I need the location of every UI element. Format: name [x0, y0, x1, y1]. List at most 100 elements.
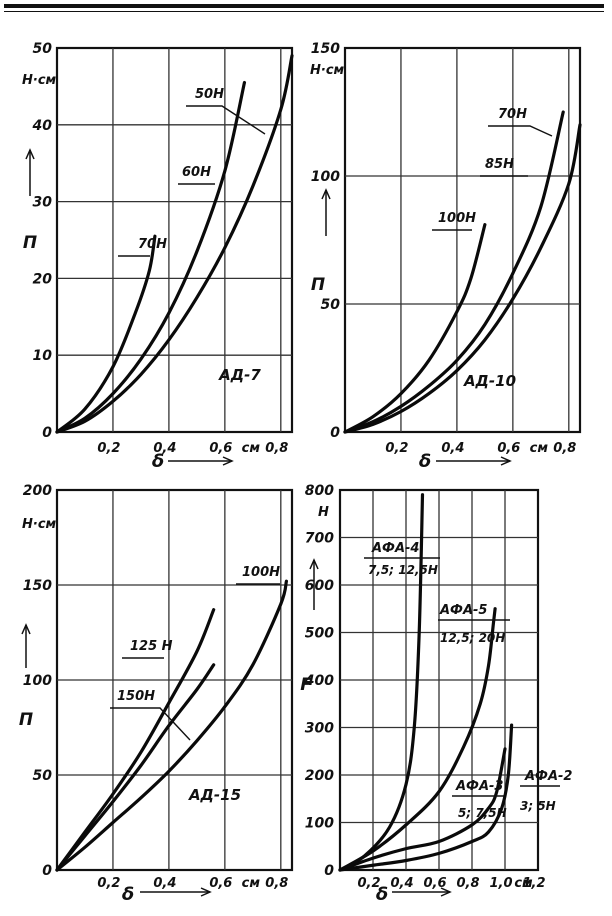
y-tick-label-0-3: 30	[33, 195, 53, 211]
x-tick-label-1-1: 0,4	[441, 441, 464, 456]
y-unit-0: Н·см	[22, 73, 57, 88]
y-unit-3: Н	[318, 505, 329, 520]
curve-3-3	[338, 723, 514, 872]
y-tick-label-0-5: 50	[33, 41, 53, 57]
y-tick-label-1-3: 150	[311, 41, 340, 57]
x-tick-label-0-2: 0,6	[209, 441, 232, 456]
x-tick-label-3-5: 1,2	[522, 876, 545, 891]
x-arrow-head-2	[200, 887, 212, 897]
series-label-3-0: АФА-4	[371, 541, 419, 556]
y-symbol-3: F	[300, 675, 312, 695]
x-arrow-head-3	[440, 887, 452, 897]
curve-2-2	[55, 579, 289, 872]
grid-1	[345, 48, 580, 432]
y-arrow-head-0	[25, 148, 35, 160]
x-tick-label-3-1: 0,4	[390, 876, 413, 891]
y-symbol-1: П	[311, 275, 325, 295]
curve-1-1	[343, 110, 565, 434]
leader-line-2-1	[110, 707, 191, 741]
x-unit-3: см	[514, 876, 533, 891]
x-tick-label-0-0: 0,2	[97, 441, 120, 456]
series-label-2-2: 100Н	[242, 565, 280, 580]
leader-line-1-1	[488, 125, 553, 137]
y-tick-label-3-4: 400	[304, 673, 334, 689]
series-label-1-0: 100Н	[438, 211, 476, 226]
series-label-3-3: АФА-2	[524, 769, 572, 784]
y-tick-label-2-4: 200	[23, 483, 52, 499]
series-label-1-2: 85Н	[485, 157, 514, 172]
y-tick-label-0-1: 10	[33, 348, 53, 364]
x-symbol-1: δ	[419, 451, 431, 472]
x-tick-label-3-4: 1,0	[489, 876, 512, 891]
x-symbol-2: δ	[122, 884, 134, 905]
y-tick-label-3-3: 300	[305, 721, 334, 737]
panel-label-1: АД-10	[463, 372, 516, 390]
y-tick-label-1-2: 100	[311, 169, 340, 185]
x-arrow-head-0	[222, 456, 234, 466]
series-sublabel-3-2: 5; 7,5Н	[458, 806, 507, 820]
x-tick-label-2-3: 0,8	[265, 876, 288, 891]
curve-1-0	[343, 223, 487, 434]
series-label-3-1: АФА-5	[439, 603, 487, 618]
series-sublabel-3-3: 3; 5Н	[520, 799, 556, 813]
x-tick-label-3-3: 0,8	[456, 876, 479, 891]
top-rule-thin	[4, 11, 604, 12]
x-tick-label-1-2: 0,6	[497, 441, 520, 456]
y-tick-label-3-7: 700	[305, 531, 334, 547]
x-tick-label-2-0: 0,2	[97, 876, 120, 891]
y-tick-label-2-3: 150	[23, 578, 52, 594]
y-tick-label-3-2: 200	[305, 768, 334, 784]
curve-3-2	[338, 747, 507, 872]
x-tick-label-2-2: 0,6	[209, 876, 232, 891]
x-symbol-3: δ	[376, 884, 388, 905]
y-tick-label-0-4: 40	[32, 118, 53, 134]
x-unit-1: см	[530, 441, 549, 456]
series-label-1-1: 70Н	[498, 107, 527, 122]
y-arrow-head-3	[309, 558, 319, 570]
panel-label-2: АД-15	[188, 786, 241, 804]
plot-frame-0	[55, 46, 294, 434]
leader-line-0-1	[186, 105, 266, 135]
x-tick-label-1-0: 0,2	[385, 441, 408, 456]
curve-2-1	[55, 663, 216, 872]
curve-0-2	[55, 54, 294, 434]
x-arrow-head-1	[500, 456, 512, 466]
y-tick-label-3-6: 600	[305, 578, 334, 594]
y-tick-label-1-0: 0	[330, 425, 340, 441]
x-tick-label-3-0: 0,2	[357, 876, 380, 891]
y-tick-label-3-1: 100	[305, 816, 334, 832]
series-label-0-2: 60Н	[182, 165, 211, 180]
x-tick-label-0-3: 0,8	[265, 441, 288, 456]
series-sublabel-3-0: 7,5; 12,5Н	[368, 563, 438, 577]
y-unit-1: Н·см	[310, 63, 345, 78]
curve-0-0	[55, 234, 157, 434]
y-tick-label-3-8: 800	[305, 483, 334, 499]
series-label-0-1: 50Н	[195, 87, 224, 102]
panel-label-0: АД-7	[218, 366, 261, 384]
grid-3	[340, 490, 538, 870]
curve-1-2	[343, 123, 582, 434]
y-tick-label-2-2: 100	[23, 673, 52, 689]
y-arrow-head-2	[21, 623, 31, 635]
y-unit-2: Н·см	[22, 517, 57, 532]
x-unit-0: см	[242, 441, 261, 456]
curve-2-0	[55, 608, 216, 872]
x-tick-label-3-2: 0,6	[423, 876, 446, 891]
grid-2	[57, 490, 292, 870]
x-unit-2: см	[242, 876, 261, 891]
x-tick-label-1-3: 0,8	[553, 441, 576, 456]
y-tick-label-2-0: 0	[42, 863, 52, 879]
plot-frame-1	[343, 46, 582, 434]
y-symbol-0: П	[23, 233, 37, 253]
curve-0-1	[55, 80, 247, 434]
y-tick-label-0-2: 20	[33, 271, 53, 287]
x-symbol-0: δ	[152, 451, 164, 472]
series-sublabel-3-1: 12,5; 20Н	[440, 631, 505, 645]
series-label-2-0: 125 Н	[130, 639, 173, 654]
y-tick-label-3-5: 500	[305, 626, 334, 642]
y-tick-label-1-1: 50	[321, 297, 341, 313]
series-label-2-1: 150Н	[117, 689, 155, 704]
y-symbol-2: П	[19, 710, 33, 730]
y-tick-label-2-1: 50	[33, 768, 53, 784]
